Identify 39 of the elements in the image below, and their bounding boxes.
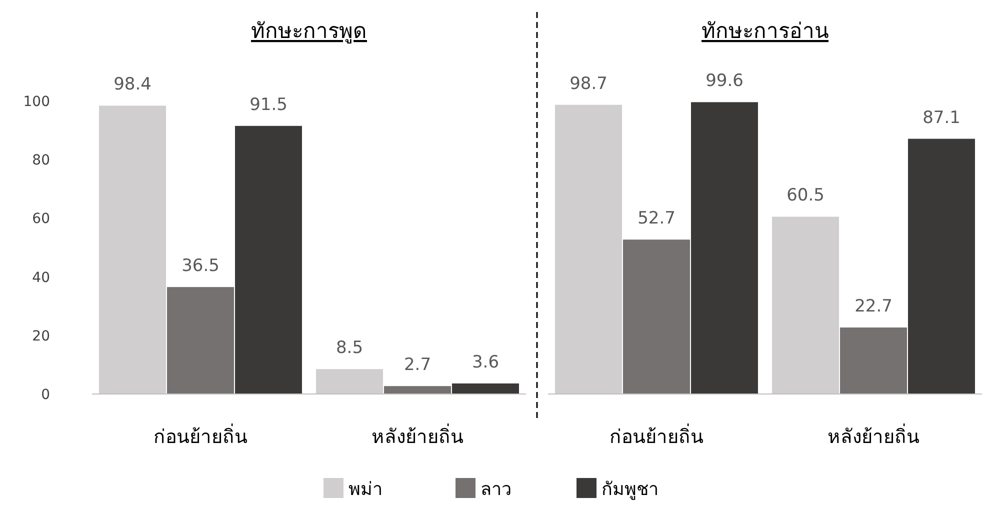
data-label: 98.7	[570, 74, 608, 94]
legend-label: กัมพูชา	[602, 479, 658, 500]
data-label: 60.5	[786, 186, 824, 206]
legend-label: พม่า	[348, 479, 382, 500]
y-tick-label: 80	[32, 152, 50, 169]
bar	[316, 369, 384, 394]
y-tick-label: 0	[41, 387, 50, 403]
y-tick-label: 20	[32, 328, 50, 344]
bar	[908, 138, 975, 394]
bar	[452, 383, 519, 394]
y-tick-label: 40	[32, 270, 50, 286]
data-label: 91.5	[250, 94, 288, 115]
bar	[384, 386, 451, 394]
x-tick-label: หลังย้ายถิ่น	[372, 423, 464, 448]
data-label: 3.6	[472, 352, 500, 372]
bar	[623, 240, 690, 394]
data-label: 22.7	[854, 296, 892, 316]
bar	[167, 287, 234, 394]
y-tick-label: 60	[32, 211, 50, 228]
data-label: 2.7	[404, 355, 432, 376]
chart-title: ทักษะการอ่าน	[702, 19, 828, 43]
data-label: 98.4	[114, 74, 152, 95]
bar	[772, 216, 840, 394]
data-label: 36.5	[182, 256, 220, 276]
x-tick-label: หลังย้ายถิ่น	[828, 423, 920, 448]
y-tick-label: 100	[23, 94, 50, 110]
data-label: 52.7	[638, 208, 676, 229]
bar	[234, 126, 302, 394]
bar	[840, 327, 907, 394]
bar	[99, 106, 166, 394]
x-tick-label: ก่อนย้ายถิ่น	[610, 423, 704, 448]
data-label: 87.1	[922, 108, 960, 128]
bar	[690, 102, 758, 394]
legend-label: ลาว	[480, 479, 512, 500]
x-tick-label: ก่อนย้ายถิ่น	[154, 423, 248, 448]
data-label: 8.5	[336, 338, 364, 358]
bar	[555, 104, 622, 394]
chart-title: ทักษะการพูด	[251, 19, 367, 44]
data-label: 99.6	[706, 71, 744, 92]
